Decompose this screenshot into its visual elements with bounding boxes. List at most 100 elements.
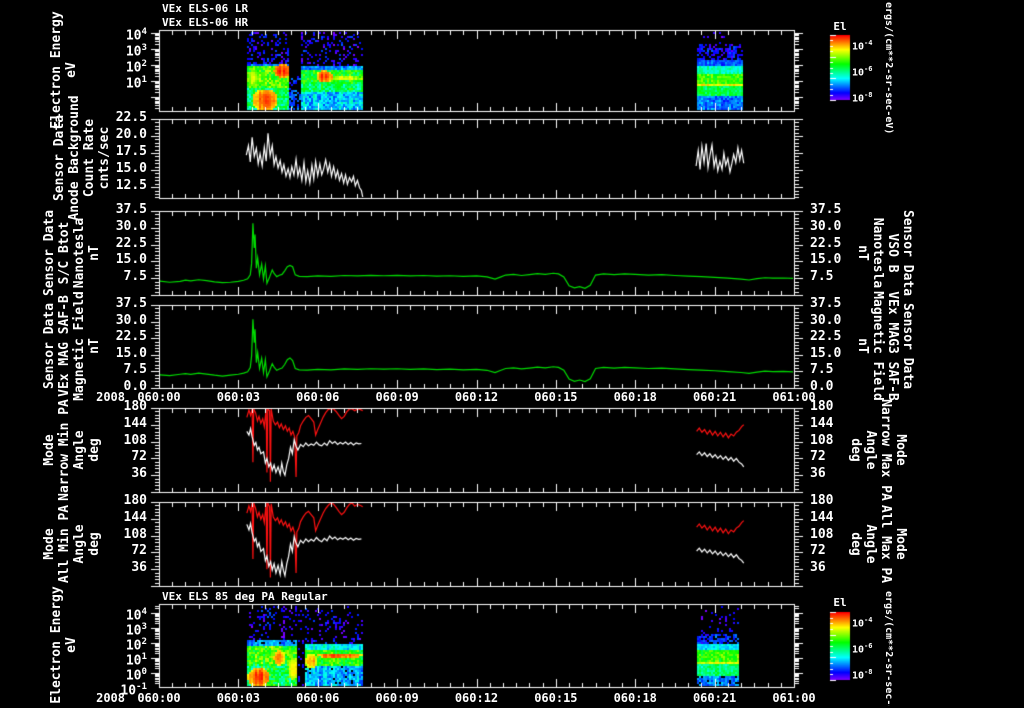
y-tick-label: 144 [810, 509, 834, 525]
y-tick-label: 108 [123, 526, 147, 542]
x-tick-label: 060:00 [137, 691, 181, 705]
y-tick-label: 22.5 [115, 235, 147, 251]
left-axis-label-line: Sensor Data [42, 302, 57, 390]
y-tick-label: 0.0 [810, 379, 834, 394]
right-axis-label-line: deg [848, 532, 863, 556]
y-tick-label: 22.5 [810, 235, 842, 251]
y-tick-label: 37.5 [115, 202, 147, 217]
right-axis-label-line: Sensor Data [900, 209, 915, 297]
y-tick-label: 144 [123, 415, 147, 431]
y-tick-label: 72 [810, 449, 826, 465]
y-tick-label: 15.0 [115, 252, 147, 268]
y-tick-label: 102 [125, 59, 147, 76]
left-axis-label-line: Narrow Min PA [57, 399, 72, 501]
x-tick-label: 060:09 [375, 390, 419, 404]
x-tick-label: 061:00 [772, 691, 816, 705]
left-axis-label: Mode Narrow Min PA Angle deg [42, 399, 102, 501]
panel-title-line: VEx ELS 85 deg PA Regular [162, 590, 328, 603]
right-axis-label: Mode Narrow Max PA Angle deg [848, 399, 908, 501]
panel-title-line: VEx ELS-06 LR [162, 2, 249, 15]
x-tick-label: 060:03 [216, 390, 261, 404]
colorbar-tick-label: 10-8 [852, 668, 873, 682]
left-axis-label: Sensor Data S/C Btot Nanotesla nT [42, 210, 102, 296]
y-tick-label: 72 [131, 449, 147, 465]
left-axis-label-line: Mode [42, 434, 57, 466]
y-tick-label: 30.0 [810, 218, 842, 234]
x-tick-label: 060:15 [534, 390, 578, 404]
y-tick-label: 37.5 [810, 202, 842, 217]
y-tick-label: 36 [810, 560, 826, 576]
y-tick-label: 37.5 [115, 296, 147, 311]
left-axis-label-line: Angle [72, 430, 87, 470]
y-tick-label: 144 [810, 415, 834, 431]
left-axis-label-line: Magnetic Field [72, 291, 87, 401]
y-tick-label: 72 [131, 543, 147, 559]
left-axis-label: Sensor Data VEx MAG SAF-B Magnetic Field nT [42, 291, 102, 401]
left-axis-label-line: Anode Background [67, 95, 82, 221]
right-axis-label-line: nT [855, 245, 870, 261]
y-tick-label: 108 [810, 526, 834, 542]
y-tick-label: 10-1 [120, 682, 147, 699]
y-tick-label: 20.0 [115, 127, 147, 143]
colorbar-label: El [833, 596, 847, 609]
y-tick-label: 72 [810, 543, 826, 559]
x-tick-label: 060:12 [454, 390, 499, 404]
right-axis-label-line: All Max PA [878, 504, 893, 584]
y-tick-label: 36 [810, 466, 826, 482]
right-axis-label: Mode All Max PA Angle deg [848, 505, 908, 583]
x-tick-label: 060:09 [375, 691, 419, 705]
y-tick-label: 30.0 [115, 312, 147, 328]
colorbar-tick-label: 10-6 [852, 642, 873, 656]
left-axis-label-line: nT [87, 245, 102, 261]
y-tick-label: 22.5 [115, 329, 147, 345]
right-axis-label: Sensor Data VEx MAG3 SAF-B Magnetic Field n… [855, 291, 915, 401]
left-axis-label: Sensor Data Anode Background Count Rate cnt… [52, 95, 112, 220]
x-tick-label: 060:06 [296, 390, 340, 404]
colorbar-tick-label: 10-4 [852, 616, 873, 630]
left-axis-label-line: Mode [42, 528, 57, 560]
flux-unit-label: ergs/(cm**2-sr-sec-eV) [883, 2, 894, 135]
left-axis-label-line: S/C Btot [57, 221, 72, 285]
y-tick-label: 7.5 [810, 362, 834, 378]
y-tick-label: 22.5 [115, 110, 147, 125]
y-tick-label: 180 [810, 399, 834, 414]
y-tick-label: 104 [125, 607, 147, 624]
left-axis-label-line: deg [87, 438, 102, 462]
right-axis-label-line: Sensor Data [900, 302, 915, 390]
right-axis-label-line: Magnetic Field [870, 291, 885, 401]
left-axis-label: Electron Energy eV [49, 586, 79, 703]
right-axis-label-line: Mode [893, 528, 908, 560]
y-tick-label: 30.0 [115, 218, 147, 234]
y-tick-label: 103 [125, 622, 147, 639]
left-axis-label-line: Nanotesla [72, 217, 87, 289]
y-tick-label: 180 [123, 493, 147, 508]
right-axis-label-line: Nanotesla [870, 217, 885, 289]
y-tick-label: 100 [125, 667, 147, 684]
left-axis-label-line: cnts/sec [97, 126, 112, 190]
x-tick-label: 060:03 [216, 691, 261, 705]
left-axis-label: Mode All Min PA Angle deg [42, 505, 102, 583]
y-tick-label: 15.0 [810, 252, 842, 268]
y-tick-label: 0.0 [123, 379, 147, 394]
x-tick-label: 060:12 [454, 691, 499, 705]
left-axis-label-line: Electron Energy [49, 586, 64, 704]
y-tick-label: 108 [810, 432, 834, 448]
right-axis-label-line: Angle [863, 430, 878, 470]
x-tick-label: 060:21 [692, 390, 737, 404]
left-axis-label-line: Sensor Data [42, 209, 57, 297]
left-axis-label-line: Angle [72, 524, 87, 564]
time-axis-year-label: 2008 [96, 390, 125, 404]
y-tick-label: 22.5 [810, 329, 842, 345]
y-tick-label: 36 [131, 560, 147, 576]
y-tick-label: 17.5 [115, 144, 147, 160]
right-axis-label-line: VEx MAG3 SAF-B [885, 291, 900, 401]
y-tick-label: 37.5 [810, 296, 842, 311]
y-tick-label: 180 [123, 399, 147, 414]
y-tick-label: 102 [125, 637, 147, 654]
time-axis-year-label: 2008 [96, 691, 125, 705]
right-axis-label-line: Angle [863, 524, 878, 564]
left-axis-label-line: Sensor Data [52, 114, 67, 202]
y-tick-label: 101 [125, 652, 147, 669]
